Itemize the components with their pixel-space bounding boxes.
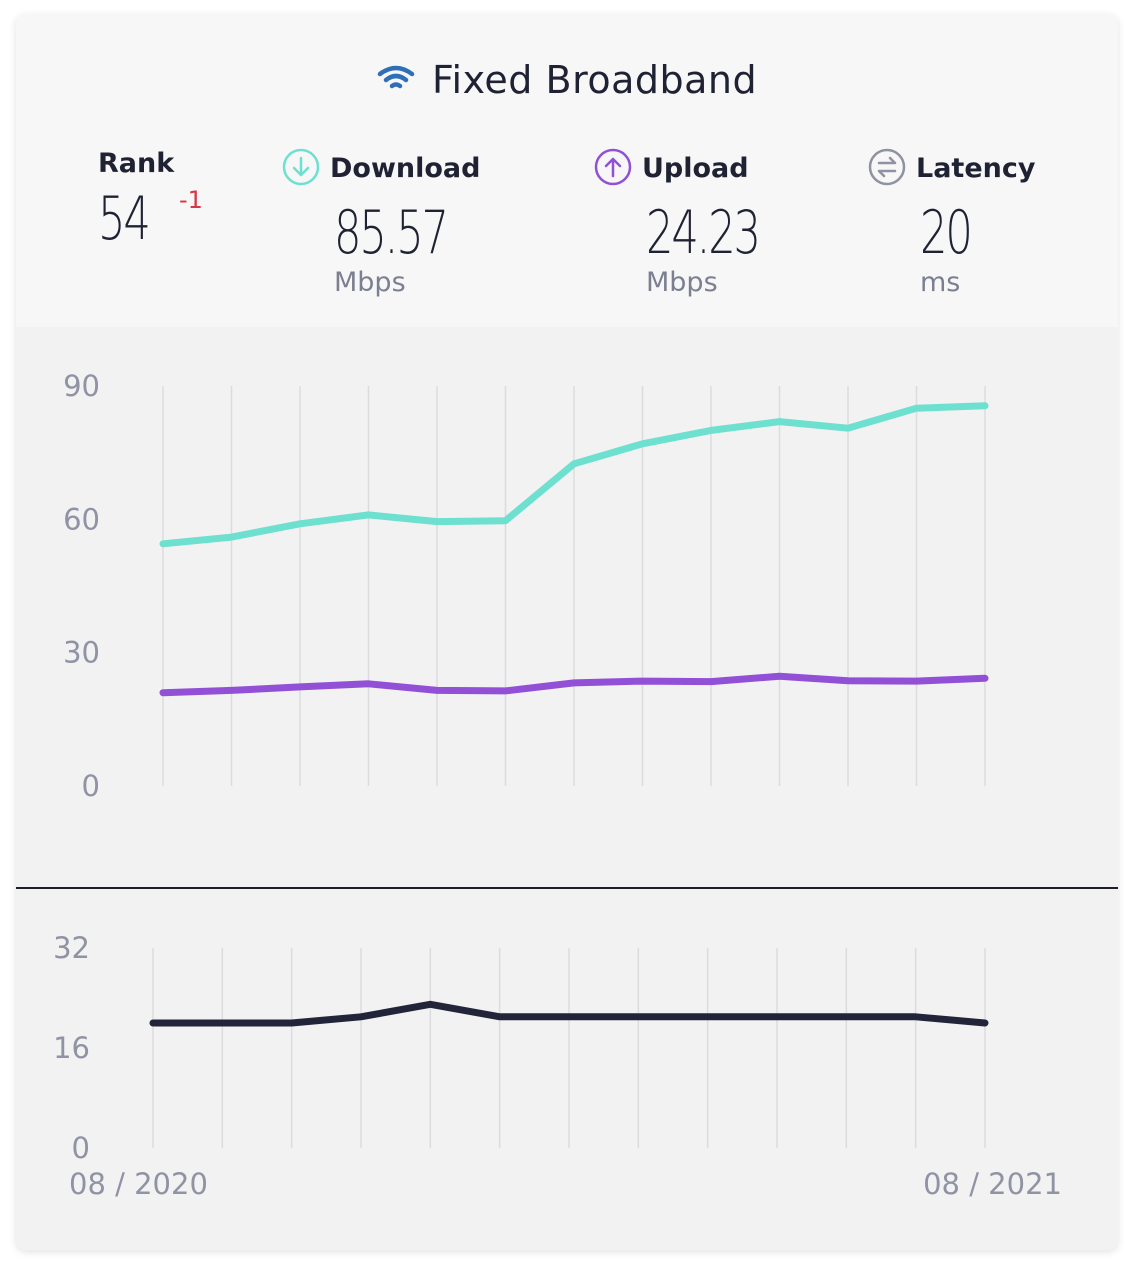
card-title: Fixed Broadband — [431, 58, 758, 102]
latency-label: Latency — [916, 153, 1036, 184]
y-tick-label: 16 — [53, 1031, 90, 1065]
download-unit: Mbps — [334, 267, 406, 298]
latency-series-line — [149, 1000, 989, 1027]
y-tick-label: 32 — [53, 931, 90, 965]
chart-area — [16, 327, 1118, 1250]
upload-arrow-icon — [594, 148, 632, 193]
upload-series-line — [159, 672, 989, 697]
latency-icon — [868, 148, 906, 193]
x-tick-label-start: 08 / 2020 — [69, 1167, 208, 1201]
y-tick-label: 60 — [63, 502, 100, 536]
wifi-icon — [377, 63, 415, 97]
rank-label: Rank — [98, 148, 175, 179]
rank-delta: -1 — [179, 186, 203, 214]
y-tick-label: 0 — [82, 769, 100, 803]
upload-label: Upload — [642, 153, 749, 184]
rank-metric: Rank 54 — [98, 148, 174, 251]
download-arrow-icon — [282, 148, 320, 193]
title-row: Fixed Broadband — [16, 58, 1118, 102]
latency-unit: ms — [920, 267, 961, 298]
upload-unit: Mbps — [646, 267, 718, 298]
download-series-line — [159, 402, 989, 548]
rank-value: 54 — [98, 184, 151, 254]
download-metric: Download 85.57 Mbps — [282, 148, 491, 298]
y-tick-label: 0 — [72, 1131, 90, 1165]
y-tick-label: 30 — [63, 636, 100, 670]
upload-value: 24.23 — [646, 198, 761, 268]
broadband-card: Fixed Broadband Rank 54 -1 Download 85.5… — [16, 14, 1118, 1250]
y-tick-label: 90 — [63, 369, 100, 403]
upload-metric: Upload 24.23 Mbps — [594, 148, 803, 298]
download-label: Download — [330, 153, 481, 184]
speed-latency-chart: 0 30 60 90 0 16 32 08 / 2020 08 / 2021 — [53, 369, 1062, 1201]
latency-metric: Latency 20 ms — [868, 148, 1035, 298]
x-tick-label-end: 08 / 2021 — [923, 1167, 1062, 1201]
latency-value: 20 — [920, 198, 973, 268]
chart-divider — [16, 887, 1118, 889]
download-value: 85.57 — [334, 198, 449, 268]
